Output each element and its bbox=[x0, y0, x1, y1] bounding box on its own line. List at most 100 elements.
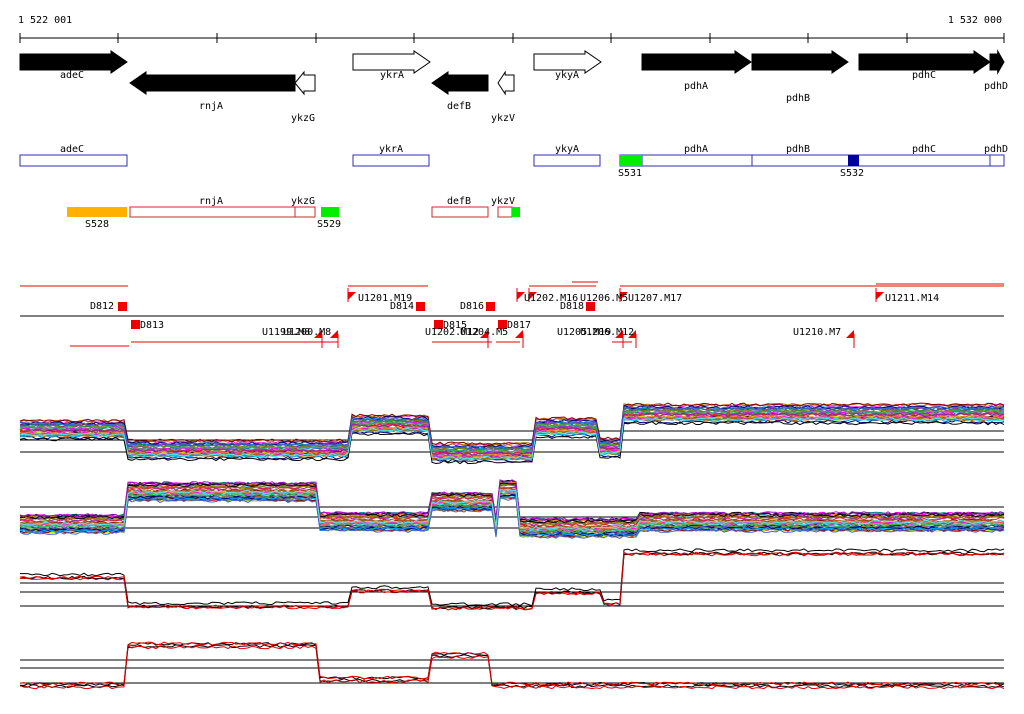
profile-panel-forward bbox=[19, 402, 1005, 465]
gene-arrow-ykra bbox=[352, 50, 431, 74]
profile-line bbox=[19, 644, 1005, 689]
profile-line bbox=[19, 486, 1005, 527]
marker-block bbox=[131, 320, 140, 329]
gene-arrow-pdha bbox=[641, 50, 752, 74]
profile-line bbox=[19, 496, 1005, 537]
site-label-s528: S528 bbox=[85, 219, 109, 230]
gene-label-ykra: ykrA bbox=[380, 70, 404, 81]
orf-label-pdhb: pdhB bbox=[786, 144, 810, 155]
marker-u1205-m19: U1205.M19 bbox=[557, 327, 611, 338]
marker-u1200-m8: U1200.M8 bbox=[283, 327, 331, 338]
gene-label-ykzg: ykzG bbox=[291, 113, 315, 124]
marker-flag bbox=[348, 292, 356, 300]
profile-line bbox=[19, 645, 1005, 690]
coordinate-ruler: 1 522 001 1 532 000 bbox=[18, 15, 1005, 43]
profile-line bbox=[19, 488, 1005, 530]
orf-label-ykra: ykrA bbox=[379, 144, 403, 155]
profile-line bbox=[20, 548, 1005, 607]
profile-line bbox=[19, 482, 1005, 524]
gene-label-pdhb: pdhB bbox=[786, 93, 810, 104]
marker-block bbox=[498, 320, 507, 329]
profile-line bbox=[19, 407, 1005, 451]
profile-line bbox=[19, 414, 1005, 458]
orf-box-ykra bbox=[352, 154, 430, 167]
gene-arrow-adec bbox=[19, 50, 128, 74]
coord-end: 1 532 000 bbox=[948, 15, 1002, 26]
coord-start: 1 522 001 bbox=[18, 15, 72, 26]
gene-label-pdhc: pdhC bbox=[912, 70, 936, 81]
profile-line bbox=[19, 406, 1005, 449]
profile-line bbox=[19, 402, 1005, 446]
summary-panel-forward bbox=[19, 548, 1005, 611]
site-s529-block bbox=[321, 207, 339, 217]
profile-line bbox=[19, 479, 1005, 522]
marker-flag bbox=[620, 292, 628, 300]
marker-u1206-m5: U1206.M5 bbox=[580, 293, 628, 304]
marker-flag bbox=[529, 292, 537, 300]
profile-line bbox=[19, 552, 1005, 611]
profile-line bbox=[19, 551, 1005, 610]
marker-d816: D816 bbox=[460, 301, 484, 312]
site-s531-block bbox=[620, 155, 642, 166]
summary-panel-reverse bbox=[19, 641, 1005, 690]
rna-label-defb: defB bbox=[447, 196, 471, 207]
marker-u1206-m12: U1206.M12 bbox=[580, 327, 634, 338]
marker-u1202-m16: U1202.M16 bbox=[524, 293, 578, 304]
marker-flag bbox=[480, 330, 488, 338]
gene-arrow-ykzv bbox=[497, 70, 515, 96]
rna-box-rnja bbox=[129, 206, 296, 218]
gene-label-ykya: ykyA bbox=[555, 70, 579, 81]
marker-flag bbox=[517, 292, 525, 300]
profile-line bbox=[19, 551, 1005, 610]
site-label-s529: S529 bbox=[317, 219, 341, 230]
marker-flag bbox=[515, 330, 523, 338]
profile-line bbox=[19, 421, 1005, 465]
rna-label-ykzv: ykzV bbox=[491, 196, 515, 207]
gene-label-ykzv: ykzV bbox=[491, 113, 515, 124]
orf-label-ykya: ykyA bbox=[555, 144, 579, 155]
site-ykzv-green bbox=[512, 207, 520, 217]
marker-d813: D813 bbox=[140, 320, 164, 331]
gene-label-defb: defB bbox=[447, 101, 471, 112]
marker-flag bbox=[330, 330, 338, 338]
orf-box-pdh-operon bbox=[619, 154, 1005, 167]
profile-line bbox=[19, 492, 1005, 534]
gene-arrow-defb bbox=[431, 71, 489, 95]
gene-arrow-pdhd bbox=[989, 49, 1005, 75]
marker-flag bbox=[615, 330, 623, 338]
gene-arrow-ykya bbox=[533, 50, 602, 74]
site-s532-block bbox=[848, 155, 859, 166]
orf-box-ykya bbox=[533, 154, 601, 167]
site-label-s531: S531 bbox=[618, 168, 642, 179]
orf-label-pdhd: pdhD bbox=[984, 144, 1008, 155]
marker-d818: D818 bbox=[560, 301, 584, 312]
marker-d815: D815 bbox=[443, 320, 467, 331]
rna-label-rnja: rnjA bbox=[199, 196, 223, 207]
marker-u1207-m17: U1207.M17 bbox=[628, 293, 682, 304]
rna-box-ykzg bbox=[294, 206, 316, 218]
rna-label-ykzg: ykzG bbox=[291, 196, 315, 207]
marker-u1201-m19: U1201.M19 bbox=[358, 293, 412, 304]
profile-panel-reverse bbox=[19, 479, 1005, 539]
marker-u1204-m5: U1204.M5 bbox=[460, 327, 508, 338]
marker-u1199-m8: U1199.M8 bbox=[262, 327, 310, 338]
marker-u1211-m14: U1211.M14 bbox=[885, 293, 939, 304]
gene-label-rnja: rnjA bbox=[199, 101, 223, 112]
marker-block bbox=[486, 302, 495, 311]
orf-label-pdhc: pdhC bbox=[912, 144, 936, 155]
gene-arrow-rnja bbox=[129, 71, 296, 95]
profile-line bbox=[19, 642, 1005, 687]
marker-flag bbox=[876, 292, 884, 300]
marker-d812: D812 bbox=[90, 301, 114, 312]
marker-block bbox=[586, 302, 595, 311]
marker-flag bbox=[314, 330, 322, 338]
rna-box-defb bbox=[431, 206, 489, 218]
marker-block bbox=[434, 320, 443, 329]
site-label-s532: S532 bbox=[840, 168, 864, 179]
rna-box-track: rnjA ykzG defB ykzV S528 S529 bbox=[67, 196, 520, 230]
gene-label-pdha: pdhA bbox=[684, 81, 708, 92]
marker-block bbox=[118, 302, 127, 311]
gene-track: adeC rnjA ykzG ykrA defB ykzV ykyA pdhA … bbox=[19, 49, 1008, 124]
orf-label-pdha: pdhA bbox=[684, 144, 708, 155]
